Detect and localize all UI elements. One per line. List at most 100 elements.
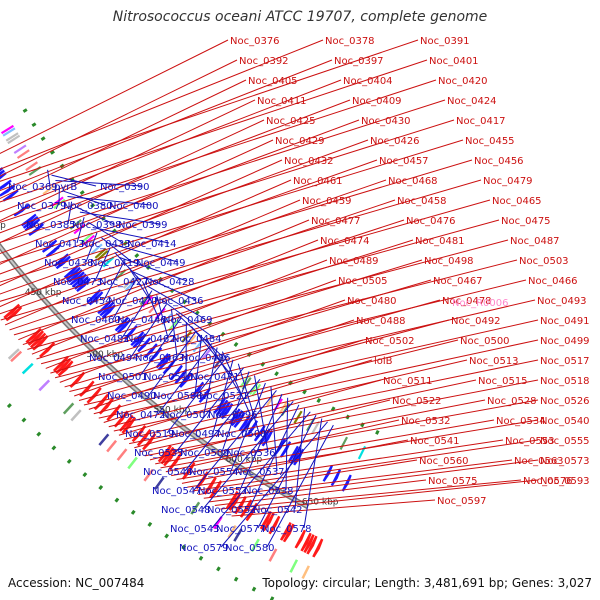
- gene-feature: [322, 464, 334, 482]
- label-leader: [93, 319, 450, 415]
- label-leader: [0, 39, 324, 170]
- cog-category-block: [62, 402, 75, 415]
- label-leader: [54, 259, 518, 379]
- gene-label: Noc_0534: [496, 416, 546, 427]
- gene-label: Noc_0401: [429, 56, 479, 67]
- label-leader: [130, 304, 167, 358]
- label-leader: [51, 174, 97, 187]
- label-leader: [0, 179, 482, 321]
- gene-feature: [136, 429, 152, 447]
- label-leader: [98, 319, 539, 419]
- gene-label: Noc_0496: [208, 410, 258, 421]
- gene-feature: [131, 424, 147, 443]
- tick-marker: [134, 253, 140, 259]
- label-leader: [0, 139, 369, 275]
- gene-label: Noc_0484: [172, 334, 222, 345]
- gene-feature: [0, 184, 16, 197]
- gene-label: Noc_0555: [540, 436, 590, 447]
- cog-category-block: [301, 565, 310, 579]
- label-leader: [0, 99, 351, 234]
- cog-category-block: [278, 401, 288, 415]
- label-leader: [206, 338, 242, 396]
- gene-feature: [114, 316, 129, 332]
- label-leader: [67, 195, 152, 206]
- gene-feature: [99, 301, 114, 317]
- label-leader: [0, 79, 247, 200]
- gene-feature: [123, 325, 138, 340]
- gene-label: Noc_0417: [456, 116, 506, 127]
- label-leader: [0, 179, 387, 315]
- gene-feature: [116, 318, 132, 334]
- gene-label: Noc_0490: [107, 391, 157, 402]
- label-leader: [31, 239, 319, 355]
- gene-feature: [0, 169, 5, 176]
- tick-marker: [198, 555, 204, 561]
- label-leader: [127, 266, 151, 301]
- gene-label: Noc_0509: [180, 448, 230, 459]
- tick-marker: [302, 389, 307, 395]
- gene-label: Noc_0467: [433, 276, 483, 287]
- label-leader: [0, 99, 446, 244]
- label-leader: [0, 79, 342, 213]
- label-leader: [214, 479, 427, 506]
- gene-label: Noc_0432: [284, 156, 334, 167]
- gene-label: Noc_0466: [528, 276, 578, 287]
- label-leader: [67, 201, 73, 225]
- gene-label: Noc_0379: [17, 201, 67, 212]
- tick-marker: [130, 509, 136, 515]
- gene-label: Noc_0390: [100, 182, 150, 193]
- label-leader: [40, 239, 509, 365]
- label-leader: [146, 285, 206, 320]
- gene-feature: [142, 433, 157, 451]
- rna-label: Noc_R0006: [452, 298, 509, 309]
- backbone-layer: [0, 242, 310, 510]
- gene-label: Noc_0458: [397, 196, 447, 207]
- cog-category-block: [213, 356, 224, 369]
- gene-label: Noc_0457: [379, 156, 429, 167]
- label-leader: [165, 419, 400, 473]
- gene-label: Noc_0369: [8, 182, 58, 193]
- accession-label: Accession: NC_007484: [8, 576, 145, 590]
- gene-label: Noc_0554: [189, 467, 239, 478]
- label-leader: [191, 326, 233, 377]
- tick-marker: [66, 458, 72, 464]
- gene-label: Noc_0528: [487, 396, 537, 407]
- gene-feature: [118, 414, 134, 432]
- gene-label: Noc_0519: [125, 429, 175, 440]
- label-leader: [83, 299, 536, 406]
- gene-label: Noc_0513: [469, 356, 519, 367]
- label-leader: [4, 199, 301, 326]
- gene-label: Noc_0470: [108, 296, 158, 307]
- gene-label: Noc_0492: [451, 316, 501, 327]
- gene-feature: [181, 462, 196, 480]
- cog-category-block: [0, 124, 14, 135]
- gene-feature: [22, 215, 39, 229]
- gene-label: Noc_0429: [275, 136, 325, 147]
- label-leader: [156, 295, 169, 339]
- cog-category-block: [339, 436, 349, 450]
- label-leader: [69, 279, 527, 392]
- label-leader: [101, 237, 133, 263]
- gene-label: Noc_0475: [501, 216, 551, 227]
- label-leader: [22, 219, 405, 346]
- gene-label: Noc_0426: [370, 136, 420, 147]
- label-leader: [221, 371, 250, 453]
- gene-feature: [220, 403, 234, 420]
- tick-marker: [114, 497, 120, 503]
- gene-label: Noc_0573: [540, 456, 590, 467]
- gene-feature: [106, 404, 122, 422]
- label-leader: [78, 299, 441, 401]
- cog-category-block: [5, 132, 19, 142]
- cog-category-block: [250, 538, 260, 552]
- kbp-tick-label: 400 kbp: [0, 221, 6, 231]
- gene-feature: [169, 364, 183, 381]
- label-leader: [0, 159, 473, 302]
- label-leader: [203, 347, 218, 415]
- label-leader: [239, 393, 283, 491]
- gene-feature: [287, 445, 299, 463]
- gene-feature: [268, 515, 281, 535]
- label-leader: [181, 439, 409, 484]
- genome-backbone-highlight: [0, 244, 309, 508]
- gene-label: Noc_0547: [152, 486, 202, 497]
